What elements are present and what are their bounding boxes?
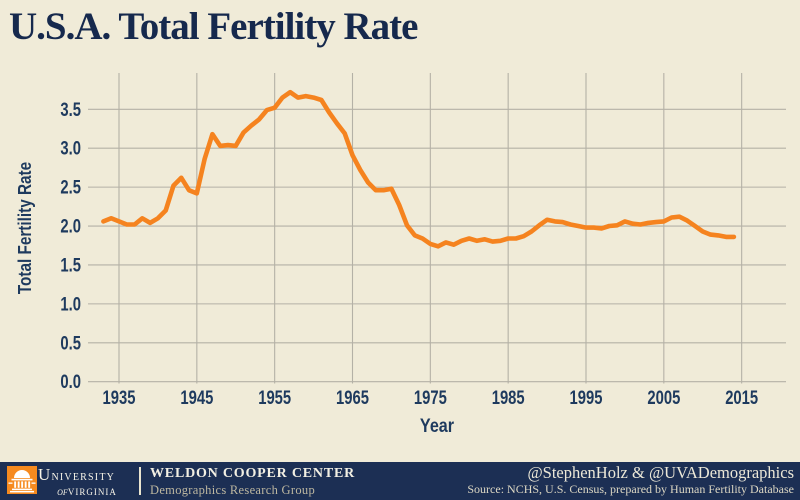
weldon-cooper-block: WELDON COOPER CENTER Demographics Resear… [150, 466, 356, 497]
x-tick-label: 1995 [570, 387, 603, 408]
y-axis-title: Total Fertility Rate [15, 161, 35, 295]
tfr-series-line [101, 89, 737, 249]
credits-block: @StephenHolz & @UVADemographics Source: … [467, 463, 794, 497]
uva-wordmark-of: of [57, 486, 68, 498]
social-handles-text: @StephenHolz & @UVADemographics [527, 463, 794, 482]
y-tick-label: 3.0 [60, 138, 81, 159]
page-title: U.S.A. Total Fertility Rate [9, 5, 418, 48]
demographics-research-group-label: Demographics Research Group [150, 482, 315, 497]
y-tick-label: 2.0 [60, 216, 81, 237]
source-attribution-text: Source: NCHS, U.S. Census, prepared by H… [467, 482, 794, 497]
x-tick-label: 1985 [492, 387, 525, 408]
x-tick-label: 1975 [414, 387, 447, 408]
uva-wordmark: University ofVirginia [38, 466, 136, 498]
y-tick-label: 0.5 [60, 333, 81, 354]
x-tick-label: 2005 [647, 387, 680, 408]
uva-logo-box [7, 466, 37, 494]
y-tick-label: 1.5 [60, 255, 81, 276]
uva-rotunda-icon [8, 470, 36, 493]
fertility-rate-line-chart: 0.0 0.5 1.0 1.5 2.0 2.5 3.0 3.5 1935 1945 1955 1965… [60, 73, 786, 408]
branding-footer-bar: University ofVirginia WELDON COOPER CENT… [0, 462, 800, 500]
x-axis-title: Year [419, 416, 455, 437]
uva-wordmark-virginia: ofVirginia [57, 483, 117, 498]
y-tick-label: 1.0 [60, 294, 81, 315]
footer-divider [139, 467, 141, 495]
uva-wordmark-university: University [38, 465, 116, 484]
y-tick-label: 0.0 [60, 371, 81, 392]
weldon-cooper-center-label: WELDON COOPER CENTER [150, 466, 356, 481]
x-tick-label: 1935 [103, 387, 136, 408]
x-tick-label: 2015 [725, 387, 758, 408]
x-tick-label: 1945 [180, 387, 213, 408]
y-tick-label: 3.5 [60, 99, 81, 120]
y-tick-label: 2.5 [60, 177, 81, 198]
x-tick-label: 1965 [336, 387, 369, 408]
x-tick-label: 1955 [258, 387, 291, 408]
